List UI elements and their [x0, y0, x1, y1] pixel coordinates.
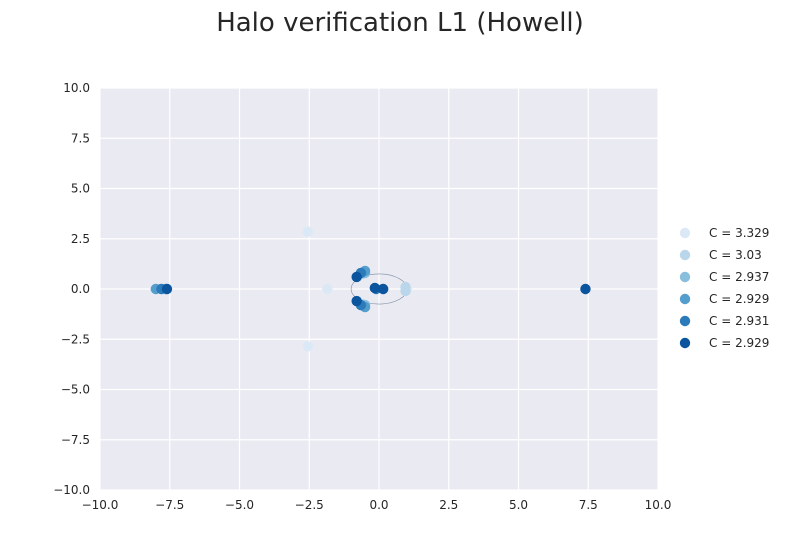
y-tick-label: 0.0: [71, 282, 90, 296]
x-tick-label: −2.5: [295, 498, 324, 512]
legend-label: C = 2.937: [709, 270, 769, 284]
chart-title: Halo verification L1 (Howell): [216, 8, 584, 38]
data-point: [369, 282, 381, 294]
data-point: [302, 341, 314, 352]
legend-label: C = 2.929: [709, 336, 769, 350]
legend-label: C = 2.931: [709, 314, 769, 328]
data-point: [377, 283, 389, 295]
x-tick-label: 2.5: [439, 498, 458, 512]
y-tick-label: 5.0: [71, 182, 90, 196]
data-point: [351, 271, 362, 283]
data-point: [580, 283, 591, 295]
legend-label: C = 3.03: [709, 248, 762, 262]
x-tick-label: −10.0: [82, 498, 119, 512]
x-tick-label: −5.0: [225, 498, 254, 512]
y-tick-label: 2.5: [71, 232, 90, 246]
x-tick-label: −7.5: [155, 498, 184, 512]
data-points: [150, 226, 591, 352]
y-tick-label: 7.5: [71, 131, 90, 145]
y-tick-label: −2.5: [61, 332, 90, 346]
legend-marker: [679, 271, 691, 283]
series-5: [161, 271, 591, 307]
data-point: [161, 283, 173, 295]
data-point: [351, 295, 362, 307]
x-ticks: −10.0 −7.5 −5.0 −2.5 0.0 2.5 5.0 7.5 10.0: [82, 498, 672, 512]
x-tick-label: 0.0: [369, 498, 388, 512]
y-tick-label: −5.0: [61, 383, 90, 397]
data-point: [322, 283, 333, 295]
data-point: [302, 226, 314, 237]
x-tick-label: 5.0: [509, 498, 528, 512]
legend-marker: [679, 315, 691, 327]
x-tick-label: 10.0: [645, 498, 672, 512]
legend-marker: [679, 227, 691, 239]
legend-label: C = 2.929: [709, 292, 769, 306]
x-tick-label: 7.5: [579, 498, 598, 512]
legend-marker: [679, 337, 691, 349]
legend-marker: [679, 249, 691, 261]
legend: C = 3.329 C = 3.03 C = 2.937 C = 2.929 C = 2…: [679, 226, 769, 350]
y-tick-label: −7.5: [61, 433, 90, 447]
y-tick-label: −10.0: [53, 483, 90, 497]
y-ticks: 10.0 7.5 5.0 2.5 0.0 −2.5 −5.0 −7.5 −10.0: [53, 81, 90, 497]
legend-label: C = 3.329: [709, 226, 769, 240]
legend-marker: [679, 293, 691, 305]
y-tick-label: 10.0: [63, 81, 90, 95]
data-point: [400, 285, 411, 297]
